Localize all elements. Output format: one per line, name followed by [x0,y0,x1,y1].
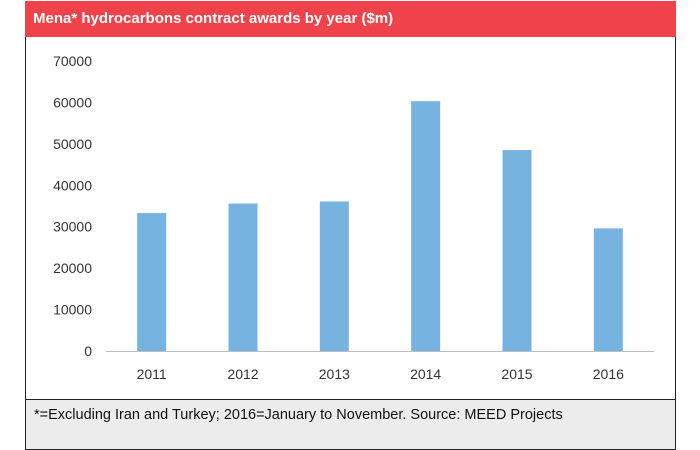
bar-2015 [502,150,532,351]
bar-2012 [228,203,258,351]
bar-2013 [319,201,349,351]
plot-area: 0 10000 20000 30000 40000 50000 60000 70000 2011… [25,37,676,399]
y-tick-label: 70000 [53,53,92,69]
y-tick-label: 40000 [53,177,92,193]
bar-2014 [411,101,441,351]
chart-title: Mena* hydrocarbons contract awards by ye… [33,10,394,27]
bar-chart: 0 10000 20000 30000 40000 50000 60000 70000 2011… [53,53,654,382]
bar-2011 [137,213,167,351]
x-tick-label: 2014 [410,366,441,382]
bar-2016 [593,228,623,351]
x-tick-label: 2015 [501,366,532,382]
y-tick-label: 10000 [53,302,92,318]
y-tick-label: 50000 [53,136,92,152]
x-tick-label: 2013 [319,366,350,382]
chart-footnote: *=Excluding Iran and Turkey; 2016=Januar… [25,399,676,450]
y-tick-label: 30000 [53,219,92,235]
x-tick-label: 2016 [593,366,624,382]
y-tick-label: 0 [84,343,92,359]
x-tick-label: 2012 [227,366,258,382]
x-tick-label: 2011 [137,366,167,382]
chart-header: Mena* hydrocarbons contract awards by ye… [25,1,676,37]
y-tick-label: 20000 [53,260,92,276]
y-tick-label: 60000 [53,94,92,110]
